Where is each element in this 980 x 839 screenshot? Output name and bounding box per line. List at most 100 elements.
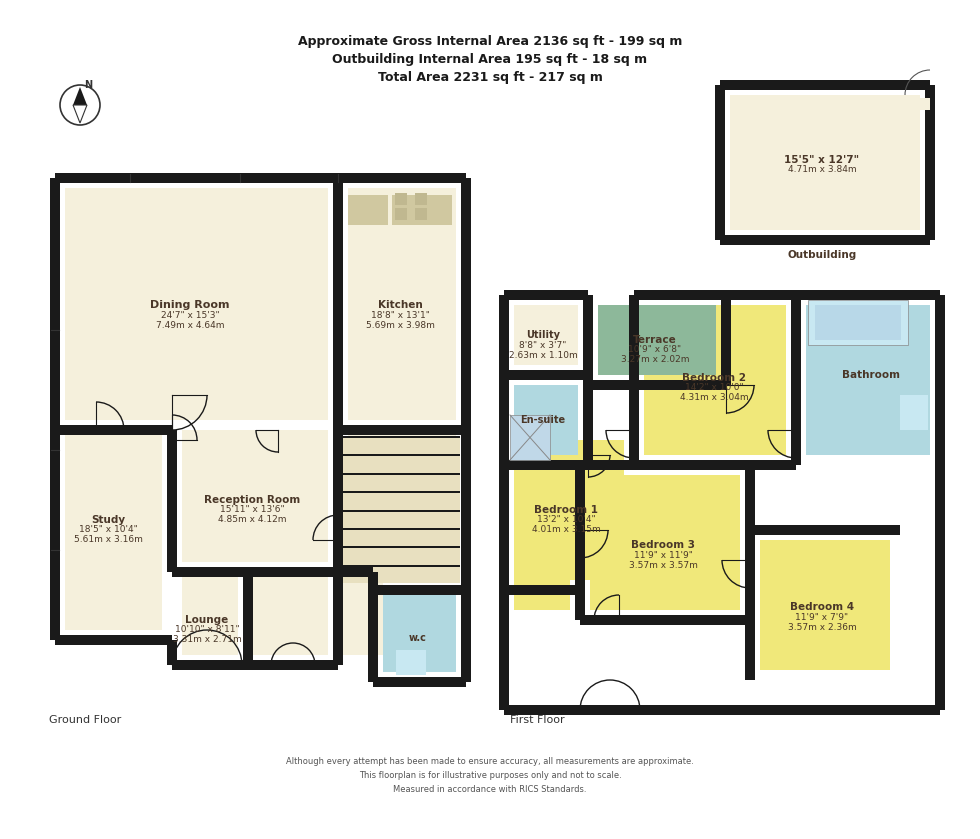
Bar [342,529,460,546]
Text: 24'7" x 15'3": 24'7" x 15'3" [161,310,220,320]
Text: Terrace: Terrace [633,335,677,345]
Bar [504,705,940,715]
Text: Outbuilding Internal Area 195 sq ft - 18 sq m: Outbuilding Internal Area 195 sq ft - 18… [332,54,648,66]
Bar [342,437,460,455]
Bar [342,492,460,509]
Text: 18'5" x 10'4": 18'5" x 10'4" [78,525,137,534]
Bar [55,635,172,645]
Bar [338,567,373,577]
Text: Bedroom 3: Bedroom 3 [631,540,695,550]
Bar [588,380,726,390]
Text: N: N [84,80,92,90]
Text: 3.57m x 2.36m: 3.57m x 2.36m [788,623,857,632]
Bar [590,475,740,610]
Bar [342,528,460,530]
Bar [510,415,550,460]
Bar [514,385,578,455]
Bar [348,195,388,225]
Bar [791,295,801,465]
Bar [396,650,426,675]
Bar [415,193,427,205]
Bar [598,305,716,375]
Bar [514,440,624,580]
Bar [342,472,460,475]
Text: En-suite: En-suite [520,415,565,425]
Text: Study: Study [91,515,125,525]
Bar [504,585,580,595]
Text: 11'9" x 11'9": 11'9" x 11'9" [633,550,693,560]
Bar [580,615,750,625]
Text: Reception Room: Reception Room [204,495,300,505]
Bar [333,178,343,572]
Text: 3.27m x 2.02m: 3.27m x 2.02m [620,356,689,364]
Bar [895,98,930,110]
Bar [65,430,162,630]
Bar [504,460,588,470]
Bar [415,208,427,220]
Bar [806,305,930,455]
Text: 4.01m x 3.15m: 4.01m x 3.15m [531,525,601,534]
Text: 4.31m x 3.04m: 4.31m x 3.04m [680,393,749,403]
Bar [338,173,466,183]
Bar [167,430,177,572]
Text: First Floor: First Floor [510,715,564,725]
Bar [342,436,460,438]
Bar [644,305,786,455]
Text: Measured in accordance with RICS Standards.: Measured in accordance with RICS Standar… [393,785,587,795]
Text: 11'9" x 7'9": 11'9" x 7'9" [796,612,849,622]
Bar [760,540,890,670]
Bar [629,295,639,465]
Bar [348,188,456,420]
Text: 3.57m x 3.57m: 3.57m x 3.57m [628,560,698,570]
Text: 14'2" x 10'0": 14'2" x 10'0" [685,383,743,393]
Bar [514,520,570,610]
Bar [815,305,901,340]
Bar [338,580,383,655]
Text: 15'11" x 13'6": 15'11" x 13'6" [220,506,284,514]
Bar [342,565,460,566]
Text: Ground Floor: Ground Floor [49,715,122,725]
Text: 18'8" x 13'1": 18'8" x 13'1" [370,310,429,320]
Bar [182,572,238,655]
Text: This floorplan is for illustrative purposes only and not to scale.: This floorplan is for illustrative purpo… [359,772,621,780]
Bar [461,178,471,682]
Text: Bedroom 1: Bedroom 1 [534,505,598,515]
Bar [499,295,509,710]
Bar [342,455,460,456]
Text: 10'9" x 6'8": 10'9" x 6'8" [628,346,681,355]
Bar [383,590,456,672]
Bar [373,677,466,687]
Bar [745,465,755,680]
Bar [583,295,593,465]
Bar [342,509,460,512]
Bar [167,640,177,665]
Bar [50,178,60,640]
Bar [720,235,930,245]
Bar [715,85,725,240]
Bar [373,585,466,595]
Bar [342,546,460,548]
Text: 8'8" x 3'7": 8'8" x 3'7" [519,341,566,350]
Bar [720,80,930,90]
Text: 2.63m x 1.10m: 2.63m x 1.10m [509,351,577,359]
Bar [172,567,338,577]
Text: Kitchen: Kitchen [377,300,422,310]
Text: Total Area 2231 sq ft - 217 sq m: Total Area 2231 sq ft - 217 sq m [377,71,603,85]
Text: Outbuilding: Outbuilding [787,250,857,260]
Bar [333,572,343,665]
Bar [395,208,407,220]
Bar [634,460,750,470]
Bar [182,430,328,562]
Text: 4.71m x 3.84m: 4.71m x 3.84m [788,165,857,175]
Bar [342,491,460,493]
Bar [935,295,945,710]
Bar [368,572,378,682]
Polygon shape [73,105,87,123]
Text: 3.31m x 2.71m: 3.31m x 2.71m [172,635,241,644]
Text: 15'5" x 12'7": 15'5" x 12'7" [784,155,859,165]
Bar [580,460,796,470]
Bar [338,567,373,577]
Bar [504,290,588,300]
Text: 10'10" x 8'11": 10'10" x 8'11" [174,626,239,634]
Text: Approximate Gross Internal Area 2136 sq ft - 199 sq m: Approximate Gross Internal Area 2136 sq … [298,35,682,49]
